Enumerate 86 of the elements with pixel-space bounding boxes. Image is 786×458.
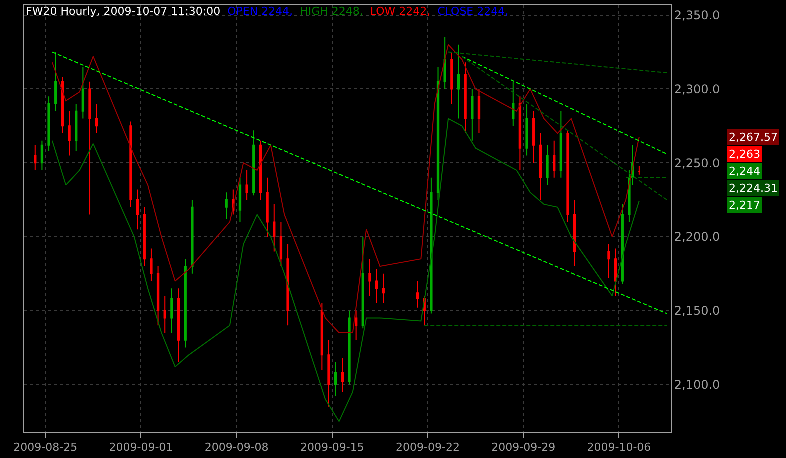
candlestick [246, 170, 248, 201]
x-tick-label: 2009-09-15 [300, 441, 364, 454]
candlestick [68, 110, 71, 156]
candlestick [614, 248, 618, 297]
candlestick [362, 236, 364, 330]
candlestick [225, 192, 228, 220]
x-tick-label: 2009-09-08 [204, 441, 269, 454]
chart-title: FW20 Hourly, 2009-10-07 11:30:00 [26, 5, 221, 18]
candlestick [532, 110, 536, 164]
candlestick [354, 310, 358, 341]
text: 2,217 [729, 199, 760, 212]
text: 2,267.57 [729, 131, 778, 144]
candlestick [574, 200, 576, 268]
candlestick [334, 362, 338, 398]
text: 2,263 [729, 148, 760, 161]
candlestick [368, 258, 372, 297]
annotation: OPEN 2244, [228, 5, 294, 18]
y-tick-label: 2,200.0 [674, 230, 720, 244]
candlestick [170, 288, 174, 334]
y-tick-label: 2,100.0 [674, 378, 720, 392]
candlestick [348, 310, 351, 386]
candlestick [61, 76, 64, 134]
candlestick [34, 144, 37, 171]
annotation: CLOSE 2244, [438, 5, 509, 18]
candlestick [444, 37, 446, 90]
candlestick [150, 248, 153, 282]
candlestick [54, 52, 58, 112]
annotation: HIGH 2248, [300, 5, 364, 18]
candlestick [560, 110, 563, 178]
candlestick [436, 66, 440, 201]
candlestick [430, 177, 433, 314]
candlestick [143, 206, 146, 268]
candlestick [416, 280, 420, 308]
candlestick [184, 258, 187, 348]
candlestick [177, 288, 180, 364]
x-tick-label: 2009-09-01 [109, 441, 174, 454]
candlestick [512, 81, 515, 127]
candlestick [286, 244, 290, 326]
candlestick [273, 204, 276, 252]
x-tick-label: 2009-09-29 [492, 441, 556, 454]
candlestick [191, 200, 194, 274]
y-tick-label: 2,350.0 [674, 8, 720, 23]
y-tick-label: 2,300.0 [674, 82, 720, 96]
candlestick [40, 140, 44, 171]
candlestick [526, 103, 528, 156]
candlestick [341, 358, 344, 393]
candlestick [553, 140, 556, 178]
candlestick [82, 66, 85, 120]
candlestick [48, 96, 50, 152]
candlestick [638, 166, 641, 176]
candlestick [478, 88, 481, 134]
line-series [52, 118, 640, 422]
candlestick [75, 103, 78, 152]
text: 2,244 [729, 165, 760, 178]
candlestick [259, 140, 262, 201]
candlestick [96, 103, 98, 134]
candlestick [130, 121, 132, 208]
candlestick [156, 266, 160, 326]
text: 2,224.31 [729, 182, 778, 195]
candlestick [238, 177, 242, 223]
y-tick-label: 2,150.0 [674, 304, 720, 318]
candlestick [382, 273, 385, 304]
candlestick [375, 268, 378, 304]
candlestick [320, 302, 324, 370]
candlestick [457, 44, 460, 120]
candlestick [518, 96, 522, 171]
candlestick [464, 62, 467, 134]
candlestick [164, 296, 166, 334]
candlestick [328, 340, 330, 408]
candlestick [608, 244, 610, 279]
x-tick-label: 2009-10-06 [587, 441, 652, 454]
candlestick [266, 177, 269, 238]
candlestick [621, 204, 624, 285]
candlestick [539, 133, 542, 201]
candlestick [88, 81, 92, 216]
x-tick-label: 2009-09-22 [396, 441, 460, 454]
candlestick [450, 52, 454, 104]
x-tick-label: 2009-08-25 [14, 441, 78, 454]
candlestick [546, 144, 549, 186]
candlestick [252, 130, 256, 196]
candlestick [136, 189, 140, 230]
candlestick [566, 130, 570, 223]
annotation: LOW 2242, [370, 5, 431, 18]
candlestick [280, 222, 283, 268]
y-tick-label: 2,250.0 [674, 156, 720, 170]
candlestick [471, 88, 474, 142]
